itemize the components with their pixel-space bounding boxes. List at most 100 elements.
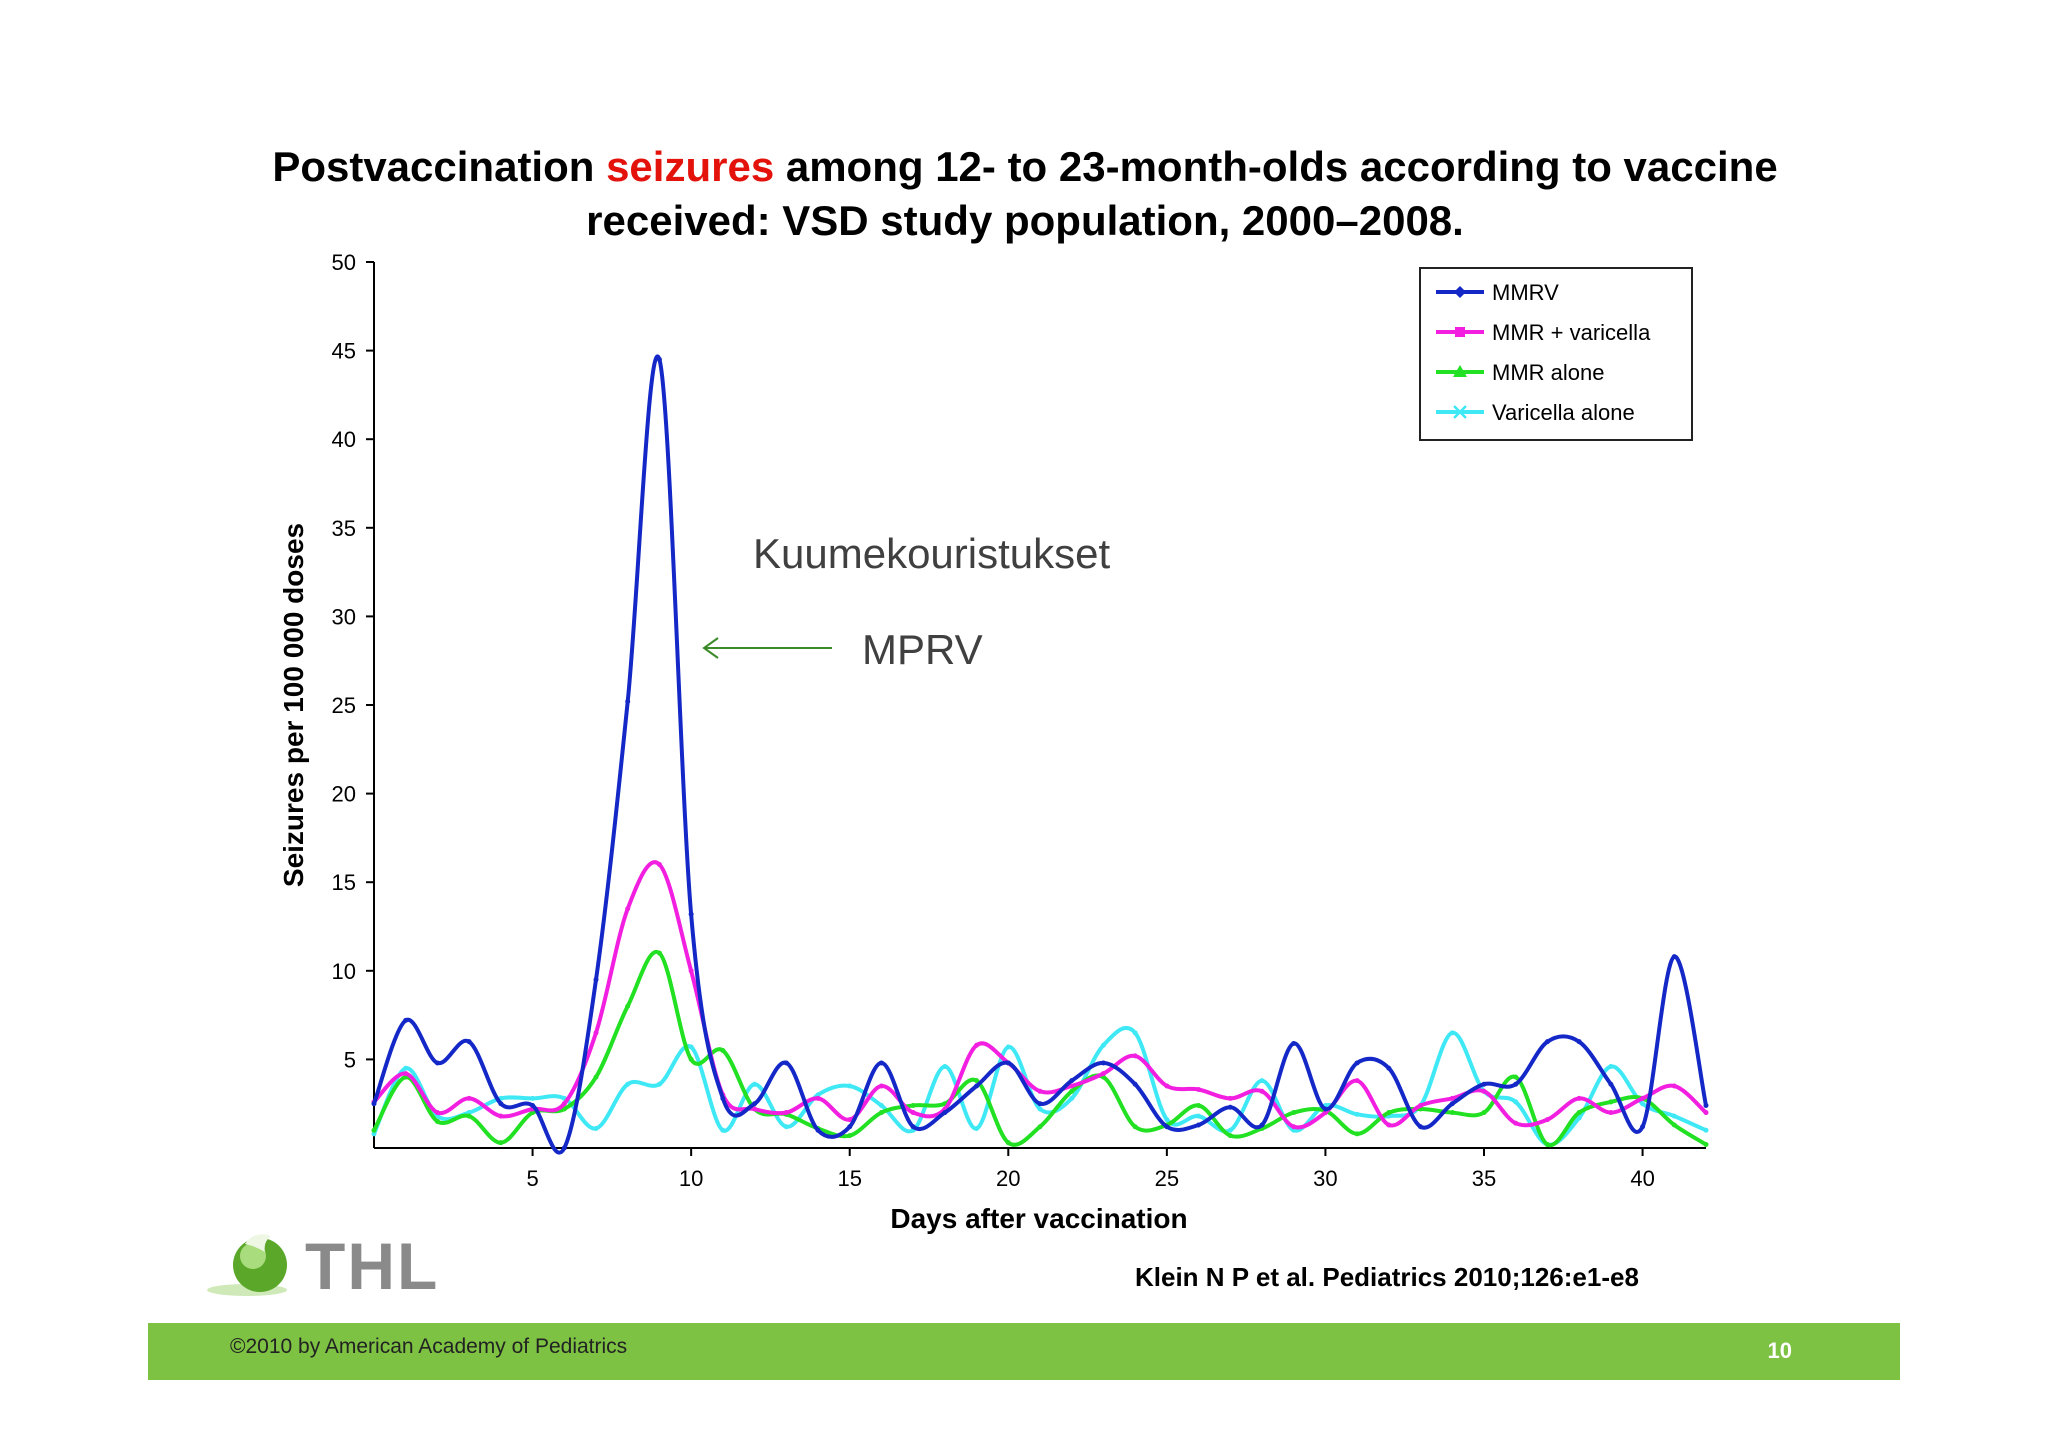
data-point-varicella-alone [625,1081,631,1087]
title-part1: Postvaccination [272,143,607,190]
data-point-mmr-varicella [1481,1088,1487,1094]
data-point-mmrv [1322,1106,1328,1112]
data-point-mmrv [847,1124,853,1130]
data-point-varicella-alone [783,1124,789,1130]
y-tick-label: 50 [332,250,356,275]
annotation-group: Kuumekouristukset MPRV [702,530,1110,673]
data-point-mmrv [815,1127,821,1133]
data-point-mmr-varicella [498,1113,504,1119]
data-point-mmr-alone [688,1056,694,1062]
data-point-mmr-alone [1671,1122,1677,1128]
data-point-varicella-alone [1100,1042,1106,1048]
data-point-mmr-varicella [466,1095,472,1101]
data-point-varicella-alone [656,1081,662,1087]
data-point-mmr-alone [1069,1088,1075,1094]
y-tick-label: 35 [332,516,356,541]
data-point-mmr-varicella [974,1042,980,1048]
data-point-mmr-alone [1576,1110,1582,1116]
data-point-varicella-alone [1196,1113,1202,1119]
data-point-mmrv [1227,1104,1233,1110]
x-tick-label: 30 [1313,1166,1337,1191]
data-point-varicella-alone [1640,1101,1646,1107]
title-part2: among 12- to 23-month-olds according to … [774,143,1778,190]
data-point-mmr-varicella [1037,1088,1043,1094]
data-point-mmr-alone [1386,1110,1392,1116]
slide-title: Postvaccination seizures among 12- to 23… [140,140,1910,248]
title-highlight: seizures [606,143,775,190]
data-point-mmrv [720,1095,726,1101]
data-point-mmr-varicella [656,861,662,867]
data-point-mmr-varicella [1100,1071,1106,1077]
data-point-varicella-alone [815,1092,821,1098]
x-tick-label: 35 [1472,1166,1496,1191]
data-point-varicella-alone [752,1081,758,1087]
data-point-varicella-alone [878,1102,884,1108]
data-point-mmrv [1671,954,1677,960]
data-point-mmr-alone [878,1110,884,1116]
data-point-varicella-alone [1227,1127,1233,1133]
data-point-mmr-alone [434,1118,440,1124]
data-point-mmr-alone [1481,1110,1487,1116]
data-point-mmr-alone [910,1102,916,1108]
data-point-varicella-alone [1671,1113,1677,1119]
y-axis-title: Seizures per 100 000 doses [278,523,309,887]
y-tick-label: 25 [332,693,356,718]
data-point-mmrv [1418,1124,1424,1130]
data-point-mmr-varicella [783,1110,789,1116]
page-number: 10 [1767,1338,1792,1363]
data-point-varicella-alone [530,1095,536,1101]
data-point-mmr-varicella [1418,1102,1424,1108]
data-point-mmr-alone [1513,1074,1519,1080]
data-point-mmrv [1069,1078,1075,1084]
data-point-mmr-varicella [1196,1087,1202,1093]
data-point-mmr-alone [1354,1131,1360,1137]
data-point-mmr-alone [1544,1141,1550,1147]
legend-marker-varicella-alone [1453,405,1467,419]
data-point-mmrv [878,1060,884,1066]
data-point-mmr-alone [1227,1133,1233,1139]
data-point-mmrv [1481,1081,1487,1087]
data-point-mmr-varicella [1449,1095,1455,1101]
data-point-varicella-alone [1703,1127,1709,1133]
data-point-mmr-alone [593,1074,599,1080]
data-point-varicella-alone [1259,1078,1265,1084]
data-point-mmr-alone [656,950,662,956]
data-point-mmrv [656,356,662,362]
data-point-mmr-alone [1703,1141,1709,1147]
y-tick-label: 10 [332,959,356,984]
data-point-mmrv [1576,1039,1582,1045]
data-point-mmr-alone [1196,1102,1202,1108]
data-point-mmr-varicella [1132,1053,1138,1059]
data-point-mmr-varicella [1291,1124,1297,1130]
thl-logo-text: THL [305,1229,440,1303]
data-point-mmr-varicella [847,1117,853,1123]
data-point-varicella-alone [1164,1117,1170,1123]
data-point-varicella-alone [1608,1063,1614,1069]
y-tick-label: 20 [332,782,356,807]
data-point-mmrv [910,1124,916,1130]
data-point-mmrv [942,1110,948,1116]
data-point-mmrv [593,977,599,983]
data-point-mmr-varicella [878,1083,884,1089]
data-point-mmr-varicella [815,1095,821,1101]
x-tick-label: 10 [679,1166,703,1191]
data-point-mmr-varicella [1703,1110,1709,1116]
data-point-mmr-alone [720,1048,726,1054]
x-tick-label: 25 [1155,1166,1179,1191]
footer-bar: ©2010 by American Academy of Pediatrics … [148,1323,1900,1380]
series-line-mmrv [372,354,1708,1155]
data-point-mmrv [1513,1081,1519,1087]
data-point-mmr-varicella [1544,1117,1550,1123]
data-point-varicella-alone [847,1083,853,1089]
data-point-mmrv [371,1101,377,1107]
data-point-varicella-alone [1354,1111,1360,1117]
legend-label-varicella-alone: Varicella alone [1492,400,1635,425]
data-point-varicella-alone [720,1127,726,1133]
data-point-mmr-varicella [593,1030,599,1036]
legend-marker-mmrv [1454,286,1466,298]
data-point-mmr-alone [1005,1140,1011,1146]
y-tick-label: 45 [332,339,356,364]
y-tick-label: 15 [332,870,356,895]
x-axis-title: Days after vaccination [890,1203,1187,1234]
y-tick-label: 5 [344,1047,356,1072]
